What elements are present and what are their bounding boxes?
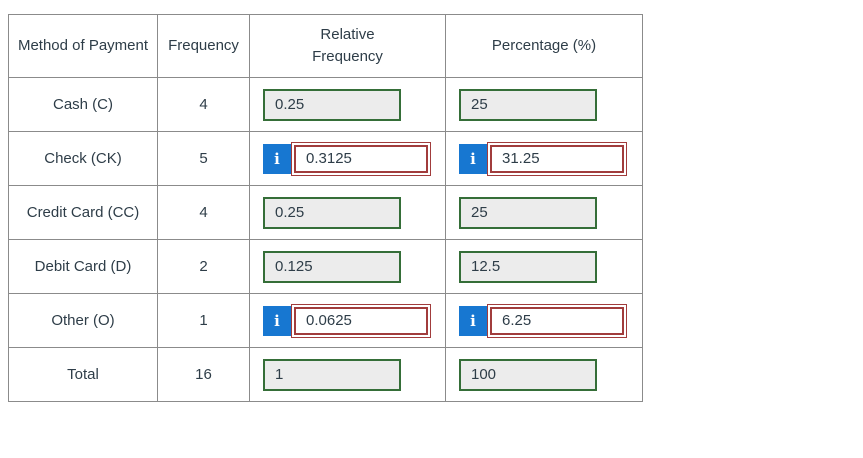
- percentage-input-total: [459, 358, 597, 391]
- relative-frequency-input-cash: [263, 88, 401, 121]
- percentage-input-credit-card: [459, 196, 597, 229]
- header-frequency: Frequency: [157, 14, 250, 78]
- percentage-input-debit-card: [459, 250, 597, 283]
- table-row-total: Total 16: [8, 347, 643, 402]
- answer-feedback-border: [291, 141, 431, 176]
- frequency-cell: 2: [157, 239, 250, 294]
- method-cell: Debit Card (D): [8, 239, 158, 294]
- table-row-debit-card: Debit Card (D) 2: [8, 239, 643, 294]
- header-method-of-payment: Method of Payment: [8, 14, 158, 78]
- percentage-input-other[interactable]: [490, 306, 624, 335]
- info-icon[interactable]: i: [263, 305, 291, 336]
- relative-frequency-input-total: [263, 358, 401, 391]
- method-cell: Other (O): [8, 293, 158, 348]
- frequency-cell: 4: [157, 77, 250, 132]
- method-cell: Check (CK): [8, 131, 158, 186]
- percentage-input-check[interactable]: [490, 144, 624, 173]
- relative-frequency-input-credit-card: [263, 196, 401, 229]
- answer-feedback-border: [487, 303, 627, 338]
- info-icon[interactable]: i: [263, 143, 291, 174]
- header-relative-frequency: Relative Frequency: [249, 14, 446, 78]
- answer-feedback-border: [487, 141, 627, 176]
- method-cell: Credit Card (CC): [8, 185, 158, 240]
- header-row: Method of Payment Frequency Relative Fre…: [8, 14, 643, 78]
- table-row-credit-card: Credit Card (CC) 4: [8, 185, 643, 240]
- frequency-distribution-table: Method of Payment Frequency Relative Fre…: [8, 14, 643, 402]
- method-cell: Total: [8, 347, 158, 402]
- header-percentage: Percentage (%): [445, 14, 643, 78]
- method-cell: Cash (C): [8, 77, 158, 132]
- frequency-cell: 4: [157, 185, 250, 240]
- relative-frequency-input-other[interactable]: [294, 306, 428, 335]
- frequency-cell: 5: [157, 131, 250, 186]
- table-row-check: Check (CK) 5 i i: [8, 131, 643, 186]
- info-icon[interactable]: i: [459, 143, 487, 174]
- answer-feedback-border: [291, 303, 431, 338]
- frequency-cell: 1: [157, 293, 250, 348]
- table-row-cash: Cash (C) 4: [8, 77, 643, 132]
- relative-frequency-input-debit-card: [263, 250, 401, 283]
- frequency-cell: 16: [157, 347, 250, 402]
- relative-frequency-input-check[interactable]: [294, 144, 428, 173]
- table-row-other: Other (O) 1 i i: [8, 293, 643, 348]
- info-icon[interactable]: i: [459, 305, 487, 336]
- percentage-input-cash: [459, 88, 597, 121]
